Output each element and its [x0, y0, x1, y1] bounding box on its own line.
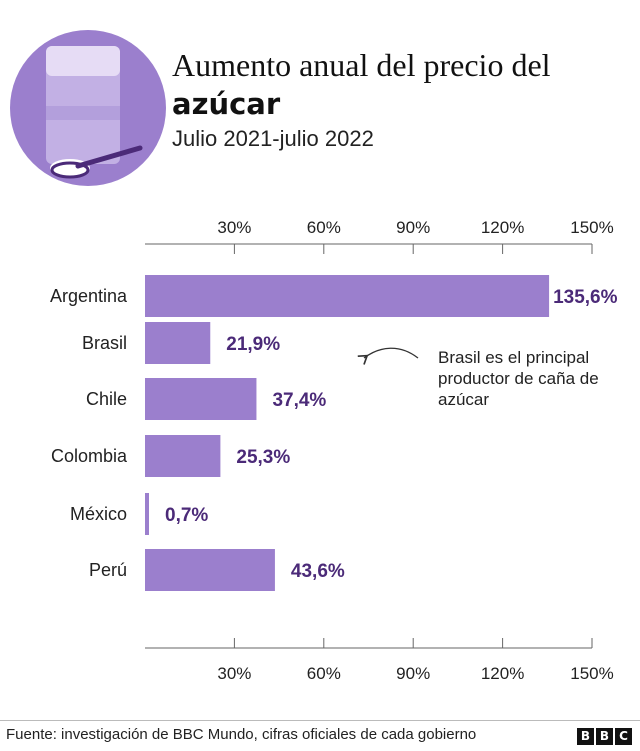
annotation-text: Brasil es el principal productor de caña… — [438, 348, 603, 409]
annotation-arrow — [357, 347, 419, 365]
category-label: México — [70, 504, 127, 524]
bar-3 — [145, 435, 221, 477]
value-label: 37,4% — [272, 390, 326, 411]
tick-label-top: 90% — [396, 218, 430, 237]
source-note: Fuente: investigación de BBC Mundo, cifr… — [6, 726, 477, 743]
bbc-logo-letter: B — [577, 728, 594, 745]
tick-label-top: 60% — [307, 218, 341, 237]
glass-highlight — [46, 46, 120, 76]
category-label: Argentina — [50, 286, 128, 306]
footer-divider — [0, 720, 640, 721]
value-label: 43,6% — [291, 561, 345, 582]
chart-title: Aumento anual del precio del azúcar — [172, 46, 632, 123]
tick-label-top: 150% — [570, 218, 613, 237]
bar-chart: 30% 60% 90% 120% 150% 30% 60% 90% 120% 150% Argen… — [50, 218, 618, 683]
tick-label-bottom: 60% — [307, 664, 341, 683]
bbc-logo-letter: C — [615, 728, 632, 745]
tick-label-top: 120% — [481, 218, 524, 237]
annotation-line-1: Brasil es el principal — [438, 348, 589, 367]
annotation-line-3: azúcar — [438, 390, 489, 409]
spoon-bowl — [50, 161, 90, 179]
title-plain: Aumento anual del precio del — [172, 47, 551, 83]
tick-label-bottom: 90% — [396, 664, 430, 683]
value-label: 135,6% — [553, 287, 618, 308]
tick-label-bottom: 120% — [481, 664, 524, 683]
bar-1 — [145, 322, 211, 364]
category-label: Chile — [86, 389, 127, 409]
category-label: Brasil — [82, 333, 127, 353]
value-label: 21,9% — [226, 334, 280, 355]
sugar-glass-icon — [10, 30, 166, 186]
bbc-logo-letter: B — [596, 728, 613, 745]
bar-4 — [145, 493, 149, 535]
tick-label-top: 30% — [217, 218, 251, 237]
bar-5 — [145, 549, 275, 591]
glass-band — [46, 106, 120, 120]
tick-label-bottom: 150% — [570, 664, 613, 683]
category-label: Perú — [89, 560, 127, 580]
category-label: Colombia — [51, 446, 128, 466]
chart-subtitle: Julio 2021-julio 2022 — [172, 126, 374, 151]
tick-label-bottom: 30% — [217, 664, 251, 683]
annotation-line-2: productor de caña de — [438, 369, 599, 388]
bbc-logo: B B C — [577, 728, 632, 745]
spoon-handle — [75, 145, 143, 169]
value-label: 0,7% — [165, 505, 208, 526]
bar-0 — [145, 275, 550, 317]
title-bold: azúcar — [172, 87, 281, 121]
value-label: 25,3% — [236, 447, 290, 468]
bar-2 — [145, 378, 257, 420]
